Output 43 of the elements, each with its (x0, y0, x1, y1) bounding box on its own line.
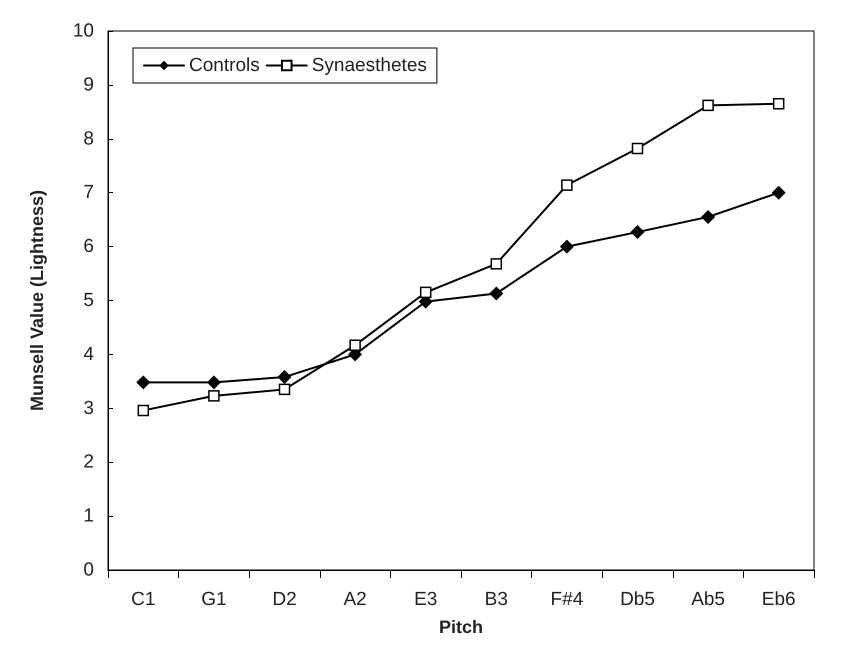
x-tick-label: Eb6 (762, 589, 796, 610)
point (630, 225, 644, 240)
x-tick-label: D2 (272, 589, 297, 610)
y-tick-label: 4 (83, 344, 94, 365)
point (701, 210, 716, 224)
point (490, 258, 502, 270)
point (420, 286, 432, 298)
x-tick-label: A2 (343, 589, 367, 610)
legend-label: Controls (189, 55, 260, 76)
x-axis-title: Pitch (438, 617, 484, 637)
point (489, 286, 504, 300)
y-tick-label: 8 (83, 128, 94, 150)
point (206, 375, 221, 390)
y-tick-label: 6 (83, 236, 94, 258)
y-tick-label: 2 (83, 452, 94, 473)
y-tick-label: 9 (83, 74, 94, 96)
x-tick-label: G1 (201, 589, 227, 610)
x-tick-label: Ab5 (691, 589, 726, 610)
y-axis-title: Munsell Value (Lightness) (27, 190, 47, 412)
y-tick-label: 10 (72, 20, 94, 42)
point (560, 240, 574, 254)
y-tick-label: 5 (83, 290, 94, 311)
point (632, 142, 644, 154)
point (772, 186, 786, 200)
x-tick-label: C1 (131, 589, 156, 610)
point (702, 100, 714, 112)
point (138, 404, 150, 416)
y-tick-label: 0 (83, 560, 94, 580)
point (136, 375, 150, 390)
y-tick-label: 3 (83, 398, 94, 419)
point (561, 179, 573, 191)
legend-label: Synaesthetes (312, 55, 427, 76)
x-tick-label: Db5 (620, 589, 655, 610)
point (278, 384, 290, 396)
x-tick-label: B3 (484, 589, 508, 610)
x-tick-label: E3 (414, 589, 438, 610)
point (772, 98, 784, 110)
point (208, 390, 220, 402)
point (278, 370, 292, 384)
point (349, 339, 361, 351)
y-tick-label: 1 (83, 506, 94, 527)
x-tick-label: F#4 (550, 589, 584, 610)
y-tick-label: 7 (83, 182, 94, 204)
